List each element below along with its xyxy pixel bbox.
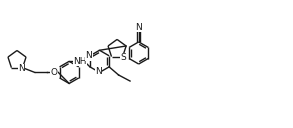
Text: N: N (95, 67, 102, 76)
Text: N: N (135, 23, 142, 32)
Text: NH: NH (74, 57, 87, 66)
Text: S: S (121, 53, 127, 62)
Text: N: N (86, 51, 92, 60)
Text: N: N (18, 64, 25, 73)
Text: O: O (51, 68, 58, 77)
